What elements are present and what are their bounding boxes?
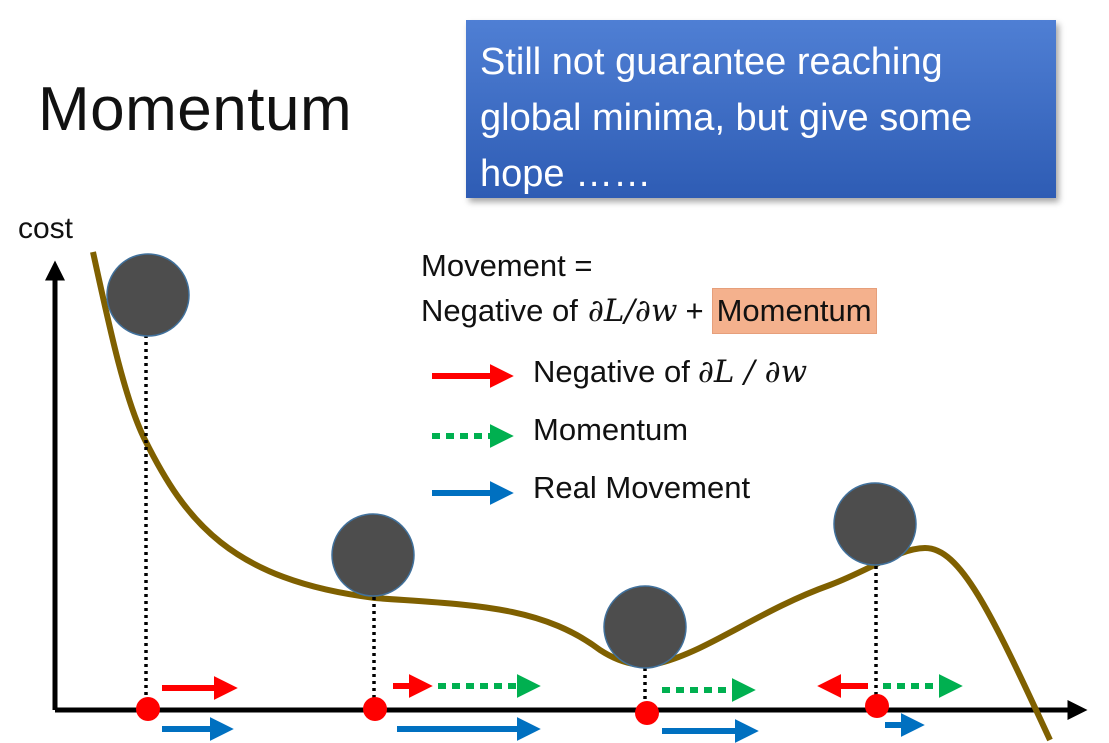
formula-plus: + <box>685 293 704 328</box>
position-marker-4 <box>865 694 889 718</box>
legend-label-momentum: Momentum <box>533 412 689 447</box>
y-axis-label: cost <box>18 212 74 245</box>
ball-1 <box>106 253 190 337</box>
formula-prefix: Negative of <box>421 293 578 328</box>
movement-formula: Movement = Negative of ∂L/∂w + Momentum <box>421 244 877 334</box>
ball-4 <box>833 482 917 566</box>
slide-title: Momentum <box>38 75 353 144</box>
position-marker-2 <box>363 697 387 721</box>
formula-momentum-highlight: Momentum <box>711 288 877 334</box>
position-marker-1 <box>136 697 160 721</box>
formula-line-1: Movement = <box>421 248 593 283</box>
formula-gradient: ∂L/∂w <box>587 293 678 329</box>
callout-box: Still not guarantee reaching global mini… <box>466 20 1056 198</box>
cost-curve <box>90 251 1053 742</box>
ball-3 <box>603 585 687 669</box>
formula-line-2: Negative of ∂L/∂w + Momentum <box>421 288 877 334</box>
legend-label-gradient: Negative of ∂L / ∂w <box>533 354 808 390</box>
legend-label-real-movement: Real Movement <box>533 470 751 505</box>
ball-2 <box>331 513 415 597</box>
position-marker-3 <box>635 701 659 725</box>
